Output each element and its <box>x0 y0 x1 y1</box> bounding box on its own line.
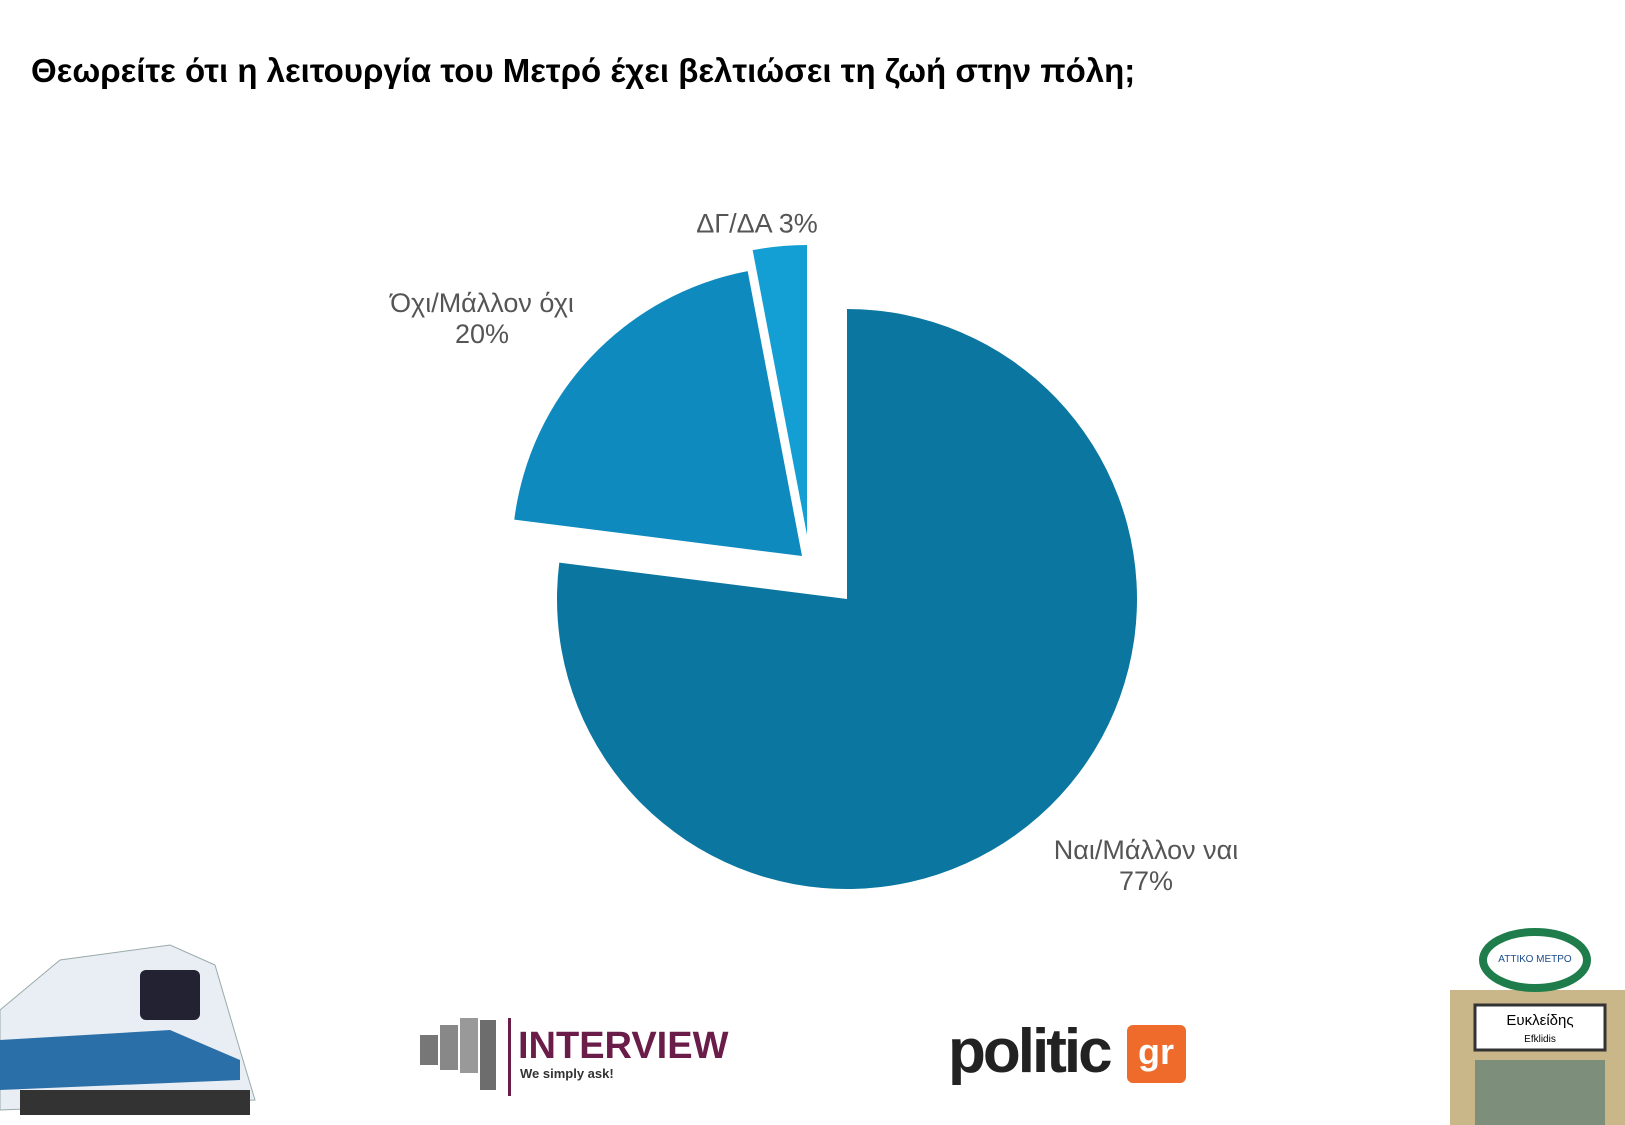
category-label: ΔΓ/ΔΑ <box>696 208 772 239</box>
category-label: Ναι/Μάλλον ναι <box>1053 835 1239 865</box>
politic-name: politic <box>948 1017 1111 1086</box>
politic-suffix: gr <box>1138 1031 1174 1072</box>
slice-label: Όχι/Μάλλον όχι 20% <box>387 288 577 350</box>
sign-station-latin: Efklidis <box>1524 1034 1556 1045</box>
station-sign: ΑΤΤΙΚΟ ΜΕΤΡΟ Ευκλείδης Efklidis <box>1450 928 1625 1125</box>
interview-logo: INTERVIEW We simply ask! <box>420 1018 729 1096</box>
value-label: 77% <box>1118 866 1174 896</box>
value-label: 20% <box>454 319 510 349</box>
pie-slice <box>514 271 802 556</box>
interview-slogan: We simply ask! <box>520 1066 614 1081</box>
train-image <box>0 944 256 1115</box>
pie-slice <box>557 309 1137 889</box>
value-label: 3% <box>778 208 818 239</box>
politic-logo: politic gr <box>948 1017 1186 1086</box>
slice-label: Ναι/Μάλλον ναι 77% <box>1051 835 1241 897</box>
sign-station: Ευκλείδης <box>1506 1012 1573 1029</box>
chart-title: Θεωρείτε ότι η λειτουργία του Μετρό έχει… <box>31 52 1136 89</box>
slice-label: ΔΓ/ΔΑ 3% <box>607 209 907 240</box>
interview-name: INTERVIEW <box>518 1025 729 1067</box>
pie-slice <box>752 245 807 535</box>
category-label: Όχι/Μάλλον όχι <box>390 288 574 318</box>
sign-top: ΑΤΤΙΚΟ ΜΕΤΡΟ <box>1498 954 1572 965</box>
